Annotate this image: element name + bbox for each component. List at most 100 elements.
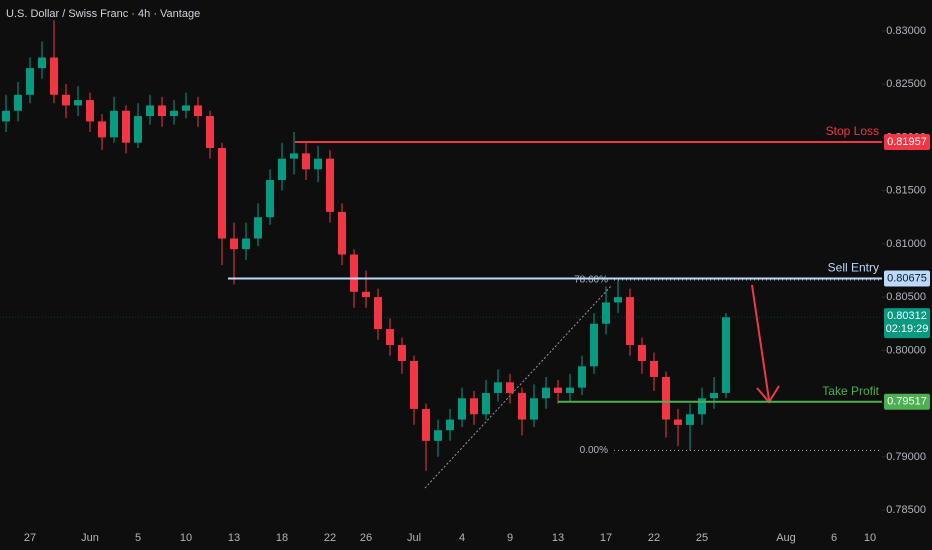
candle-body (590, 323, 598, 367)
candle-body (638, 345, 646, 362)
candle-body (626, 297, 634, 346)
candle-body (278, 158, 286, 180)
last-price-label: 0.80312 (887, 310, 927, 322)
arrow-shaft (751, 284, 770, 401)
level-price-label: 0.79517 (887, 396, 927, 408)
candle-body (410, 361, 418, 409)
candle-body (86, 100, 94, 122)
candle-body (458, 398, 466, 420)
candle-body (50, 57, 58, 95)
fib-level-label: 0.00% (580, 445, 608, 456)
x-tick-label: 22 (324, 532, 336, 544)
level-price-tag (884, 133, 930, 150)
x-tick-label: 25 (696, 532, 708, 544)
x-tick-label: 9 (507, 532, 513, 544)
candle-body (722, 317, 730, 393)
x-tick-label: 6 (831, 532, 837, 544)
candle-body (530, 398, 538, 420)
x-tick-label: 10 (180, 532, 192, 544)
candle-body (26, 68, 34, 95)
candle-body (182, 105, 190, 111)
candle-body (674, 419, 682, 425)
level-price-tag (884, 270, 930, 287)
x-tick-label: 18 (276, 532, 288, 544)
level-name: Take Profit (822, 384, 879, 398)
candle-body (446, 419, 454, 431)
x-tick-label: 5 (135, 532, 141, 544)
candle-body (2, 110, 10, 122)
candle-body (542, 387, 550, 399)
candle-body (578, 366, 586, 388)
candle-body (170, 110, 178, 117)
candle-body (422, 408, 430, 441)
candle-body (38, 57, 46, 69)
candle-body (74, 100, 82, 106)
y-tick-label: 0.80500 (886, 291, 926, 303)
level-name: Sell Entry (828, 261, 879, 275)
y-tick-label: 0.80000 (886, 344, 926, 356)
candle-body (14, 94, 22, 111)
level-price-label: 0.81957 (887, 136, 927, 148)
candle-body (314, 158, 322, 170)
x-tick-label: Jul (407, 532, 421, 544)
candle-body (290, 153, 298, 159)
x-tick-label: 27 (24, 532, 36, 544)
candle-body (122, 110, 130, 143)
candle-body (506, 382, 514, 393)
x-tick-label: Aug (776, 532, 796, 544)
chart-title: U.S. Dollar / Swiss Franc · 4h · Vantage (6, 8, 200, 20)
candle-body (134, 116, 142, 143)
candle-body (374, 297, 382, 330)
y-tick-label: 0.83000 (886, 25, 926, 37)
candle-body (482, 392, 490, 415)
y-tick-label: 0.82500 (886, 78, 926, 90)
candle-body (698, 398, 706, 415)
candle-body (686, 414, 694, 425)
candle-body (62, 94, 70, 106)
x-tick-label: 13 (228, 532, 240, 544)
candle-body (218, 148, 226, 239)
candle-body (602, 302, 610, 324)
countdown-label: 02:19:29 (886, 323, 929, 335)
candle-body (398, 345, 406, 362)
candle-body (470, 398, 478, 415)
level-price-label: 0.80675 (887, 272, 927, 284)
fib-level-label: 78.60% (574, 275, 608, 286)
candle-body (302, 153, 310, 170)
candle-body (662, 376, 670, 420)
candle-body (194, 105, 202, 117)
candle-body (242, 238, 250, 250)
x-tick-label: 13 (552, 532, 564, 544)
candle-body (230, 238, 238, 250)
candle-body (338, 211, 346, 255)
level-price-tag (884, 393, 930, 410)
x-tick-label: 4 (459, 532, 465, 544)
y-tick-label: 0.81500 (886, 185, 926, 197)
y-tick-label: 0.81000 (886, 238, 926, 250)
candle-body (650, 361, 658, 377)
candle-body (386, 329, 394, 346)
x-tick-label: Jun (81, 532, 99, 544)
x-tick-label: 26 (360, 532, 372, 544)
candle-body (494, 382, 502, 393)
candle-body (350, 254, 358, 292)
candle-body (110, 110, 118, 138)
y-tick-label: 0.78500 (886, 504, 926, 516)
candle-body (254, 217, 262, 239)
candle-body (566, 387, 574, 393)
last-price-tag (884, 308, 930, 339)
candle-body (554, 387, 562, 393)
candle-body (266, 179, 274, 218)
candle-body (146, 105, 154, 117)
candle-body (206, 116, 214, 149)
y-tick-label: 0.79000 (886, 451, 926, 463)
candle-body (326, 158, 334, 212)
candle-body (434, 430, 442, 441)
x-tick-label: 22 (648, 532, 660, 544)
candle-body (710, 392, 718, 399)
level-name: Stop Loss (826, 124, 879, 138)
candle-body (158, 105, 166, 117)
candle-body (362, 291, 370, 298)
